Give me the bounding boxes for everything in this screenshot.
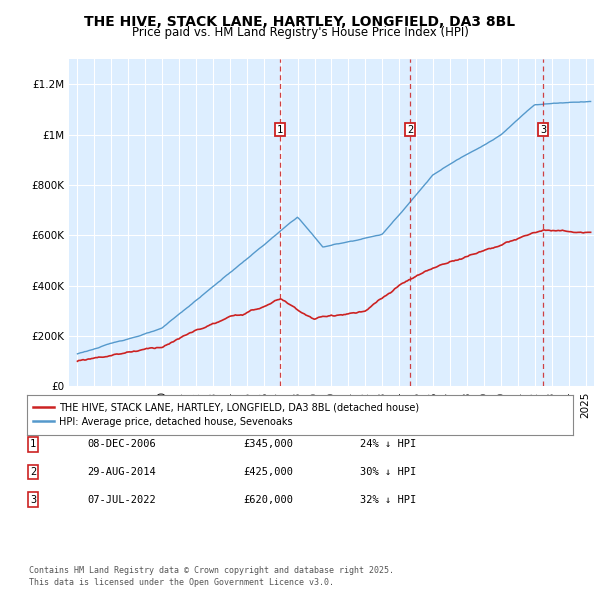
Text: 08-DEC-2006: 08-DEC-2006 [87,440,156,449]
Text: 3: 3 [540,124,547,135]
Text: 2: 2 [407,124,413,135]
Text: £620,000: £620,000 [243,495,293,504]
Text: 30% ↓ HPI: 30% ↓ HPI [360,467,416,477]
Text: £345,000: £345,000 [243,440,293,449]
Text: 07-JUL-2022: 07-JUL-2022 [87,495,156,504]
Text: 29-AUG-2014: 29-AUG-2014 [87,467,156,477]
Text: 1: 1 [30,440,36,449]
Legend: THE HIVE, STACK LANE, HARTLEY, LONGFIELD, DA3 8BL (detached house), HPI: Average: THE HIVE, STACK LANE, HARTLEY, LONGFIELD… [30,400,422,430]
Text: £425,000: £425,000 [243,467,293,477]
Text: Price paid vs. HM Land Registry's House Price Index (HPI): Price paid vs. HM Land Registry's House … [131,26,469,39]
Text: 2: 2 [30,467,36,477]
Text: 3: 3 [30,495,36,504]
Text: 32% ↓ HPI: 32% ↓ HPI [360,495,416,504]
Text: 24% ↓ HPI: 24% ↓ HPI [360,440,416,449]
Text: THE HIVE, STACK LANE, HARTLEY, LONGFIELD, DA3 8BL: THE HIVE, STACK LANE, HARTLEY, LONGFIELD… [85,15,515,29]
Text: 1: 1 [277,124,283,135]
Text: Contains HM Land Registry data © Crown copyright and database right 2025.
This d: Contains HM Land Registry data © Crown c… [29,566,394,587]
